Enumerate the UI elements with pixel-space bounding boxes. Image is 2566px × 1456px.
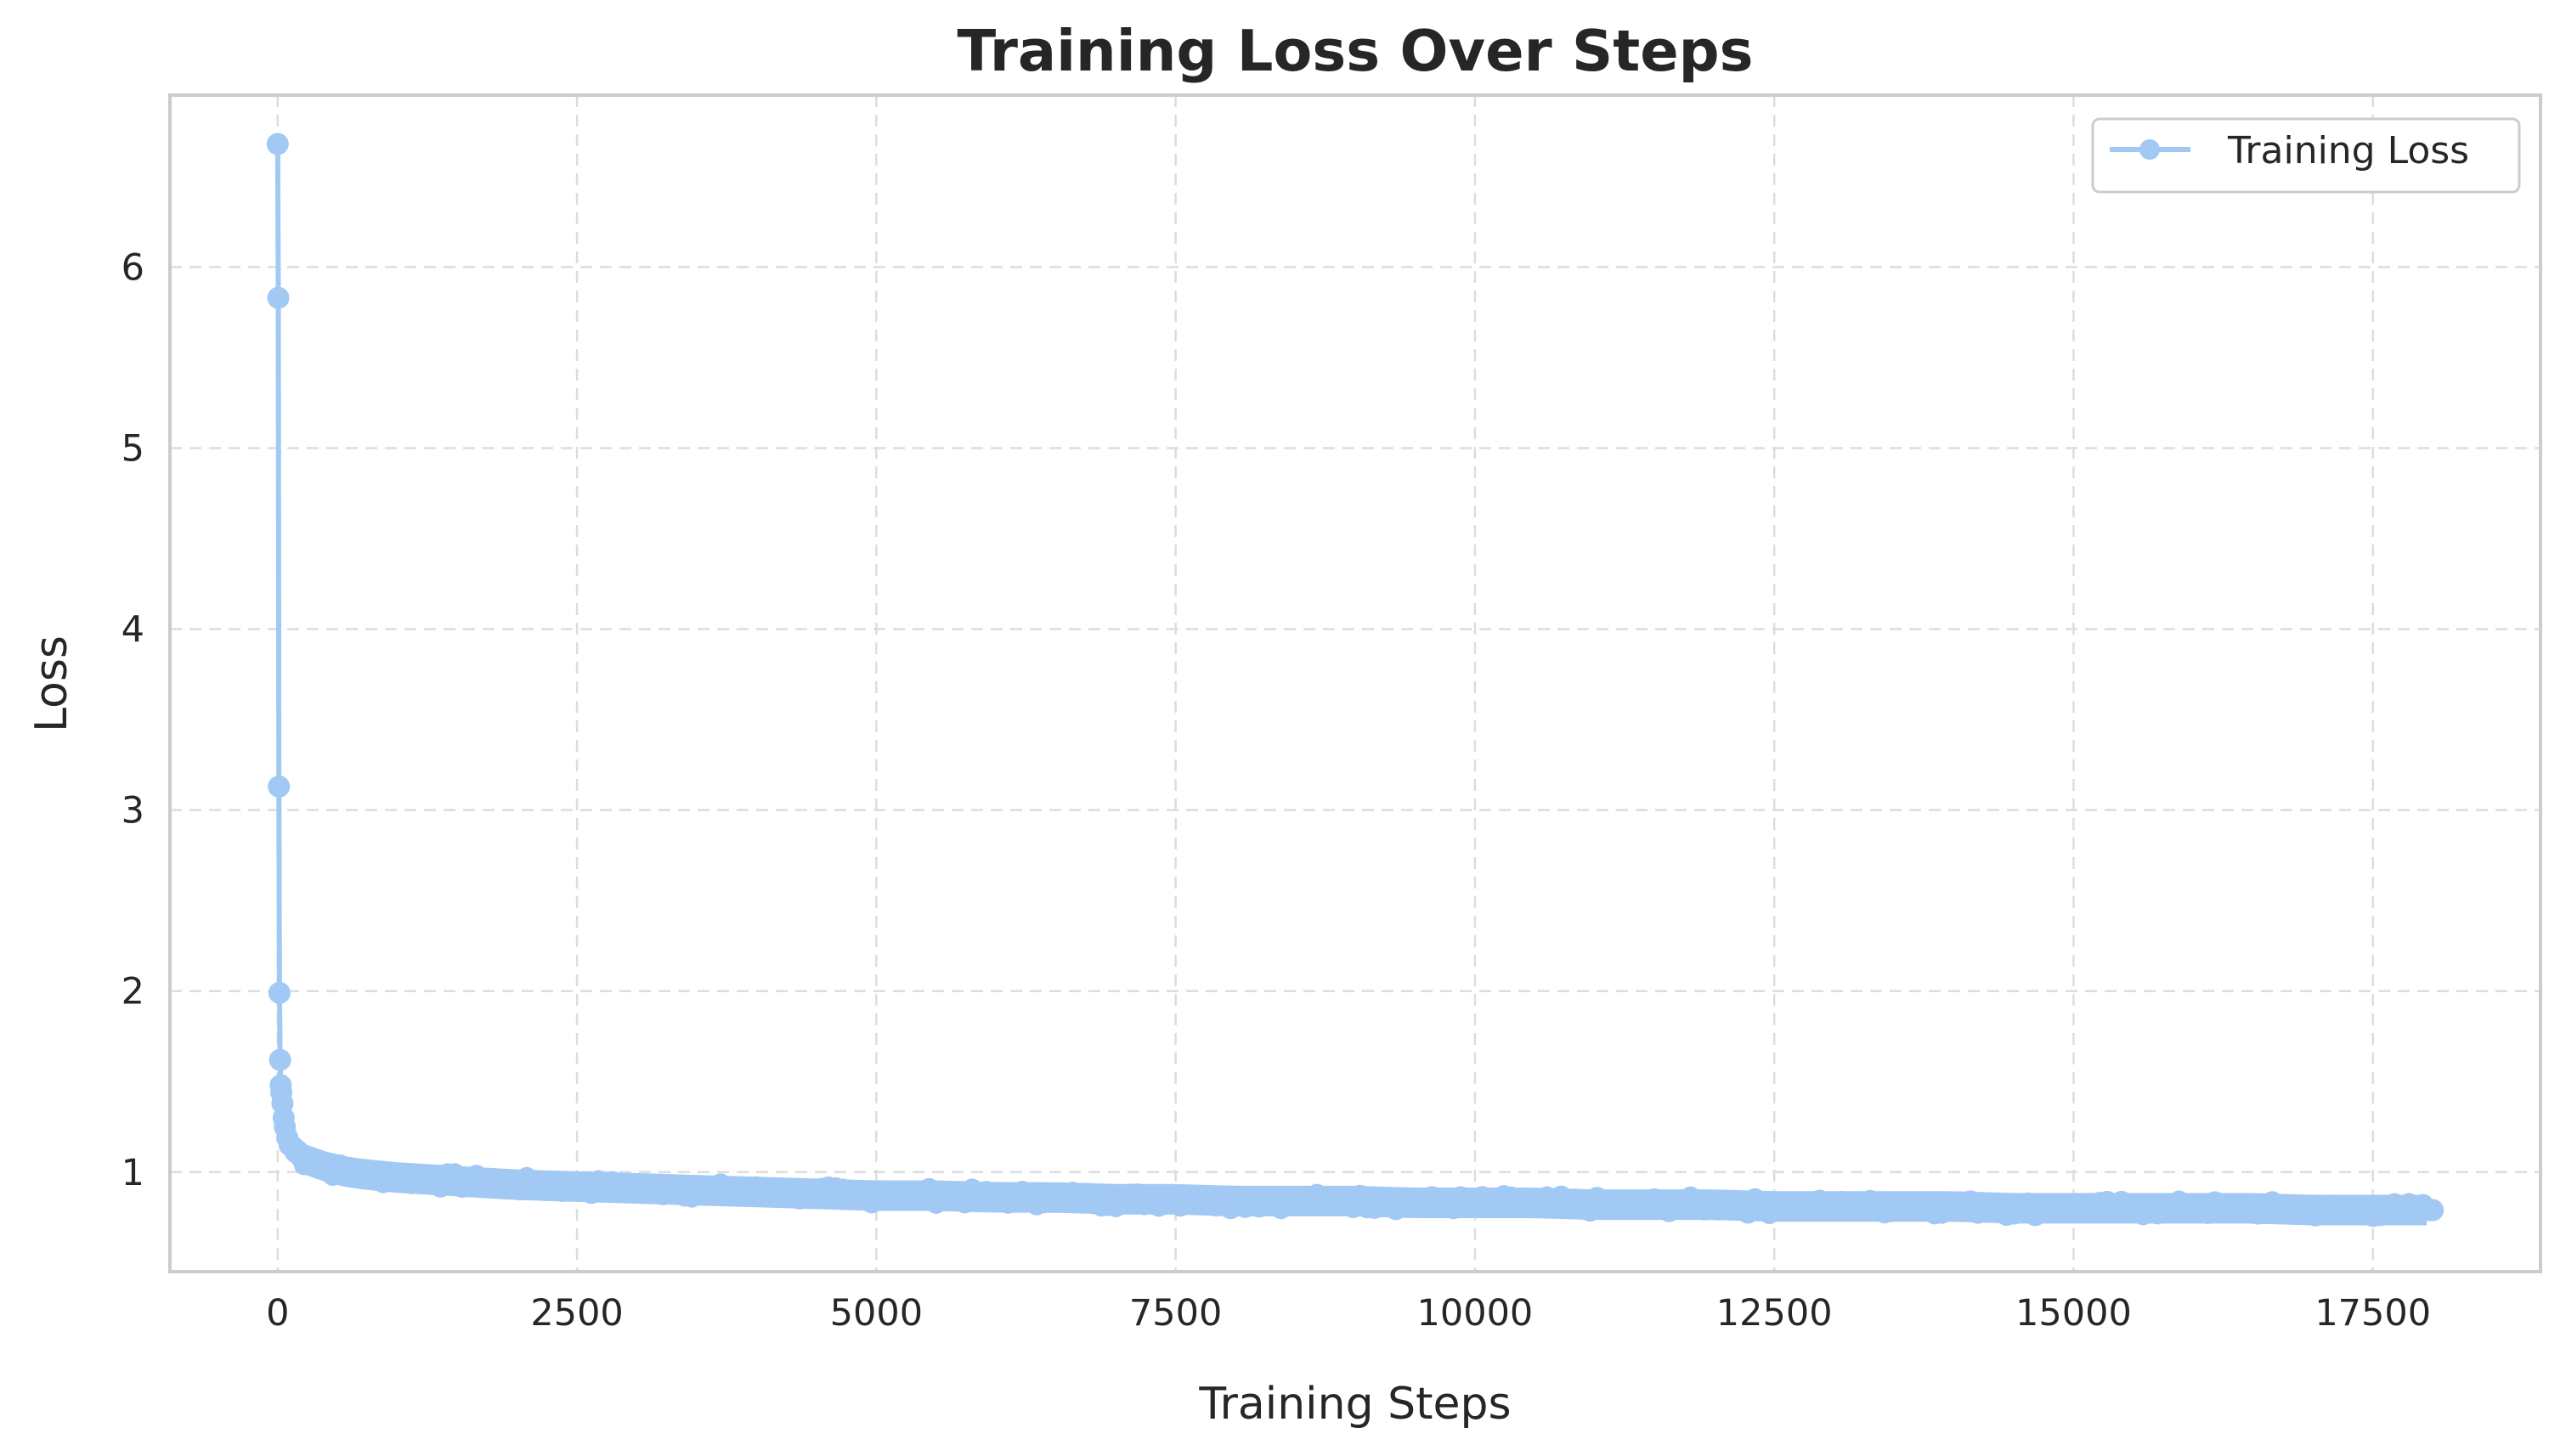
training-loss-point	[1643, 1194, 1666, 1216]
x-tick-label: 2500	[530, 1292, 623, 1335]
training-loss-point	[745, 1181, 768, 1204]
training-loss-point	[566, 1175, 589, 1198]
training-loss-point	[805, 1182, 828, 1205]
y-tick-label: 2	[122, 971, 144, 1013]
training-loss-point	[1583, 1194, 1606, 1216]
training-loss-point	[2302, 1199, 2325, 1222]
training-loss-point	[2062, 1197, 2085, 1220]
x-tick-label: 12500	[1716, 1292, 1833, 1335]
training-loss-point	[865, 1184, 888, 1207]
training-loss-point	[1763, 1195, 1786, 1218]
y-axis-label: Loss	[26, 635, 77, 732]
training-loss-point	[2122, 1197, 2145, 1220]
legend-box	[2091, 117, 2521, 194]
training-loss-point	[446, 1170, 469, 1193]
training-loss-point	[350, 1162, 373, 1185]
training-loss-point	[266, 133, 289, 155]
training-loss-point	[1463, 1192, 1486, 1215]
training-loss-point	[268, 1048, 291, 1071]
y-tick-label: 6	[122, 246, 144, 289]
training-loss-point	[1523, 1192, 1546, 1215]
training-loss-point	[924, 1184, 947, 1207]
series-training-loss	[266, 133, 2444, 1222]
training-loss-point	[1044, 1186, 1067, 1209]
y-axis-ticks: 1 2 3 4 5 6	[122, 246, 144, 1194]
training-loss-point	[985, 1186, 1008, 1209]
training-loss-point	[1344, 1189, 1366, 1212]
training-loss-point	[1164, 1188, 1187, 1211]
training-loss-point	[625, 1177, 648, 1199]
y-tick-label: 1	[122, 1152, 144, 1194]
training-loss-point	[2241, 1197, 2264, 1220]
x-tick-label: 0	[266, 1292, 289, 1335]
training-loss-point	[1404, 1192, 1427, 1215]
x-tick-label: 10000	[1417, 1292, 1534, 1335]
x-tick-label: 7500	[1129, 1292, 1222, 1335]
chart-title: Training Loss Over Steps	[957, 18, 1753, 84]
x-tick-label: 17500	[2314, 1292, 2431, 1335]
x-tick-label: 15000	[2015, 1292, 2132, 1335]
training-loss-point	[506, 1173, 528, 1196]
x-axis-label: Training Steps	[1198, 1379, 1511, 1430]
training-loss-point	[1883, 1195, 1906, 1218]
training-loss-point	[1703, 1194, 1726, 1216]
plot-area-frame	[168, 93, 2542, 1273]
y-tick-label: 5	[122, 428, 144, 471]
training-loss-point	[2003, 1197, 2025, 1220]
training-loss-point	[686, 1179, 708, 1202]
legend: Training Loss	[2091, 117, 2521, 194]
training-loss-point	[267, 286, 290, 309]
training-loss-point	[2422, 1199, 2444, 1222]
training-loss-point	[2361, 1199, 2384, 1222]
legend-marker-swatch	[2139, 139, 2160, 160]
training-loss-point	[268, 775, 291, 798]
legend-label-training-loss: Training Loss	[2227, 129, 2469, 172]
training-loss-point	[1105, 1188, 1128, 1211]
training-loss-point	[2182, 1197, 2205, 1220]
training-loss-point	[326, 1159, 349, 1182]
training-loss-point	[1942, 1195, 1965, 1218]
y-tick-label: 3	[122, 790, 144, 832]
x-tick-label: 5000	[830, 1292, 923, 1335]
y-tick-label: 4	[122, 609, 144, 652]
training-loss-point	[1823, 1195, 1845, 1218]
training-loss-point	[1284, 1189, 1307, 1212]
grid-lines	[170, 95, 2541, 1272]
training-loss-point	[268, 981, 291, 1004]
x-axis-ticks: 0 2500 5000 7500 10000 12500 15000 17500	[266, 1292, 2431, 1335]
training-loss-point	[1224, 1189, 1247, 1212]
training-loss-point	[386, 1166, 409, 1189]
